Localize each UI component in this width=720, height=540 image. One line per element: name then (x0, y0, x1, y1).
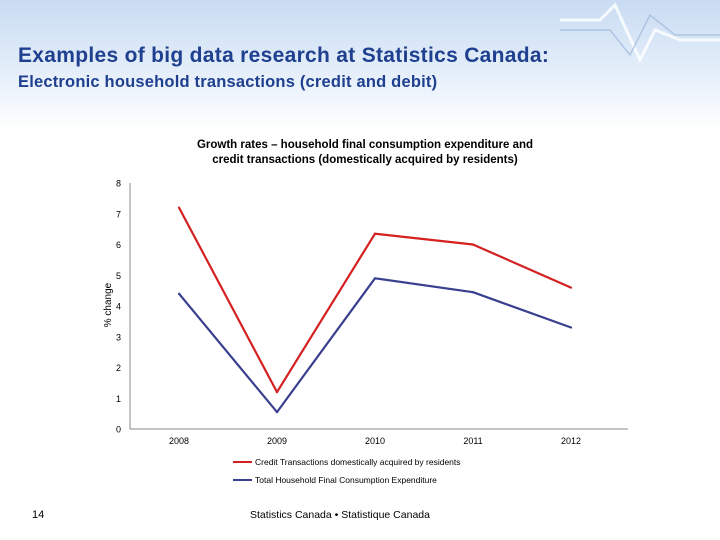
chart-title-line-1: Growth rates – household final consumpti… (196, 139, 534, 151)
data-point (275, 391, 279, 394)
chart-title: Growth rates – household final consumpti… (120, 138, 610, 168)
y-tick-label: 7 (116, 209, 121, 219)
y-tick-label: 0 (116, 425, 121, 435)
data-point (569, 326, 573, 329)
x-tick-label: 2010 (365, 436, 385, 446)
legend-label: Total Household Final Consumption Expend… (255, 475, 437, 485)
y-tick-label: 2 (116, 363, 121, 373)
slide-title: Examples of big data research at Statist… (18, 44, 550, 67)
y-axis-label: % change (103, 282, 114, 327)
footer-organization: Statistics Canada • Statistique Canada (250, 509, 430, 521)
data-point (569, 286, 573, 289)
page-number: 14 (32, 509, 45, 521)
header-decoration (560, 2, 720, 64)
chart-title-line-2: credit transactions (domestically acquir… (212, 154, 518, 166)
line-chart: 0 1 2 3 4 5 6 7 8 % change 2008 2009 2010 2011 2012 Cre… (103, 179, 628, 485)
data-point (373, 277, 377, 280)
series-line-expenditure (178, 277, 572, 414)
x-tick-label: 2009 (267, 436, 287, 446)
x-tick-label: 2012 (561, 436, 581, 446)
y-tick-label: 8 (116, 179, 121, 189)
x-tick-label: 2011 (463, 436, 482, 446)
header-band (0, 0, 720, 130)
data-point (373, 232, 377, 235)
y-tick-label: 1 (116, 394, 121, 404)
data-point (177, 292, 181, 295)
y-tick-label: 3 (116, 332, 121, 342)
data-point (471, 291, 475, 294)
x-tick-label: 2008 (169, 436, 189, 446)
data-point (275, 411, 279, 414)
y-tick-label: 5 (116, 271, 121, 281)
data-point (177, 206, 181, 209)
data-point (471, 243, 475, 246)
y-tick-label: 4 (116, 302, 121, 312)
y-tick-label: 6 (116, 240, 121, 250)
legend-label: Credit Transactions domestically acquire… (255, 457, 461, 467)
slide-subtitle: Electronic household transactions (credi… (18, 73, 438, 91)
